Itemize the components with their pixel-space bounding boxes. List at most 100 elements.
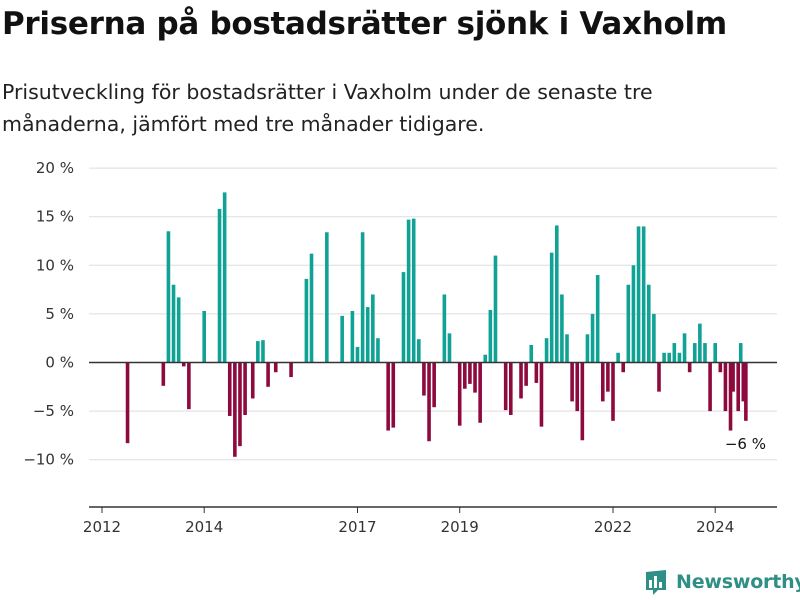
- bar-positive: [483, 354, 488, 363]
- bar-positive: [698, 323, 702, 363]
- brand-name: Newsworthy: [676, 571, 800, 593]
- bar-negative: [243, 362, 247, 415]
- x-tick-label: 2017: [338, 518, 376, 536]
- bar-positive: [713, 343, 717, 363]
- bar-negative: [708, 362, 712, 412]
- bar-positive: [222, 192, 227, 363]
- bar-negative: [233, 362, 237, 457]
- bar-chart-logo-icon: [646, 570, 666, 595]
- chart-title: Priserna på bostadsrätter sjönk i Vaxhol…: [2, 6, 727, 42]
- bar-positive: [646, 284, 651, 363]
- bar-positive: [692, 343, 697, 363]
- y-tick-label: −10 %: [23, 451, 74, 469]
- bar-positive: [641, 226, 646, 363]
- axes: [89, 361, 777, 513]
- bar-negative: [570, 362, 574, 402]
- bar-negative: [503, 362, 508, 411]
- bar-negative: [731, 362, 735, 392]
- bar-positive: [171, 284, 176, 363]
- bar-positive: [350, 310, 355, 363]
- bar-negative: [238, 362, 242, 447]
- bar-series: [125, 192, 748, 457]
- bar-negative: [524, 362, 528, 386]
- bar-negative: [289, 362, 293, 378]
- y-tick-label: 10 %: [36, 256, 74, 274]
- bar-negative: [468, 362, 472, 384]
- bar-negative: [250, 362, 255, 399]
- bar-positive: [560, 294, 564, 363]
- bar-positive: [202, 310, 206, 363]
- bar-positive: [544, 338, 549, 363]
- bar-negative: [187, 362, 191, 410]
- bar-positive: [176, 297, 181, 363]
- bar-negative: [744, 362, 748, 421]
- bar-negative: [534, 362, 539, 383]
- bar-positive: [585, 334, 590, 363]
- bar-negative: [422, 362, 426, 396]
- bar-positive: [703, 343, 707, 363]
- bar-positive: [636, 226, 641, 363]
- bar-negative: [687, 362, 692, 373]
- bar-positive: [554, 225, 559, 363]
- bar-positive: [672, 343, 677, 363]
- bar-positive: [304, 278, 309, 363]
- brand-logo: Newsworthy: [644, 568, 800, 596]
- bar-positive: [529, 345, 534, 363]
- bar-negative: [723, 362, 728, 412]
- bar-positive: [616, 352, 620, 363]
- x-tick-label: 2024: [696, 518, 734, 536]
- bar-positive: [365, 307, 370, 363]
- bar-positive: [217, 208, 222, 363]
- bar-negative: [621, 362, 626, 373]
- bar-positive: [442, 294, 447, 363]
- bar-negative: [473, 362, 477, 393]
- bar-positive: [565, 334, 569, 363]
- bar-negative: [386, 362, 390, 431]
- chart-subtitle: Prisutveckling för bostadsrätter i Vaxho…: [2, 80, 653, 136]
- x-tick-label: 2014: [185, 518, 223, 536]
- bar-positive: [493, 255, 498, 363]
- bar-positive: [411, 218, 416, 363]
- bar-positive: [256, 341, 260, 363]
- x-tick-label: 2019: [441, 518, 479, 536]
- bar-negative: [728, 362, 733, 431]
- y-tick-label: 20 %: [36, 159, 74, 177]
- x-tick-label: 2022: [594, 518, 632, 536]
- bar-negative: [273, 362, 278, 373]
- y-tick-label: −5 %: [33, 402, 74, 420]
- bar-negative: [600, 362, 605, 402]
- bar-negative: [457, 362, 462, 426]
- bar-positive: [355, 346, 360, 363]
- bar-positive: [376, 338, 380, 363]
- bar-negative: [478, 362, 482, 423]
- bar-positive: [340, 315, 344, 363]
- bar-negative: [432, 362, 436, 408]
- bar-negative: [539, 362, 544, 427]
- bar-positive: [309, 253, 314, 363]
- bar-positive: [682, 333, 687, 363]
- bar-positive: [662, 352, 666, 363]
- bar-positive: [667, 352, 672, 363]
- bar-negative: [266, 362, 270, 387]
- bar-positive: [590, 313, 595, 363]
- bar-positive: [595, 275, 600, 363]
- bar-negative: [606, 362, 610, 392]
- bar-negative: [519, 362, 523, 399]
- y-tick-label: 0 %: [45, 354, 74, 372]
- tick-labels: −10 % −5 % 0 % 5 % 10 % 15 % 20 % 2012 2014 2017 2…: [23, 159, 766, 536]
- bar-positive: [406, 219, 411, 363]
- bar-positive: [631, 265, 636, 363]
- bar-positive: [652, 313, 656, 363]
- bar-negative: [391, 362, 396, 428]
- bar-negative: [427, 362, 431, 442]
- bar-negative: [181, 362, 186, 367]
- bar-negative: [161, 362, 166, 386]
- bar-negative: [227, 362, 232, 416]
- bar-negative: [580, 362, 585, 441]
- bar-positive: [626, 284, 631, 363]
- bar-positive: [417, 339, 421, 363]
- y-tick-label: 5 %: [45, 305, 74, 323]
- bar-positive: [325, 232, 329, 363]
- bar-positive: [738, 343, 743, 363]
- bar-positive: [677, 352, 682, 363]
